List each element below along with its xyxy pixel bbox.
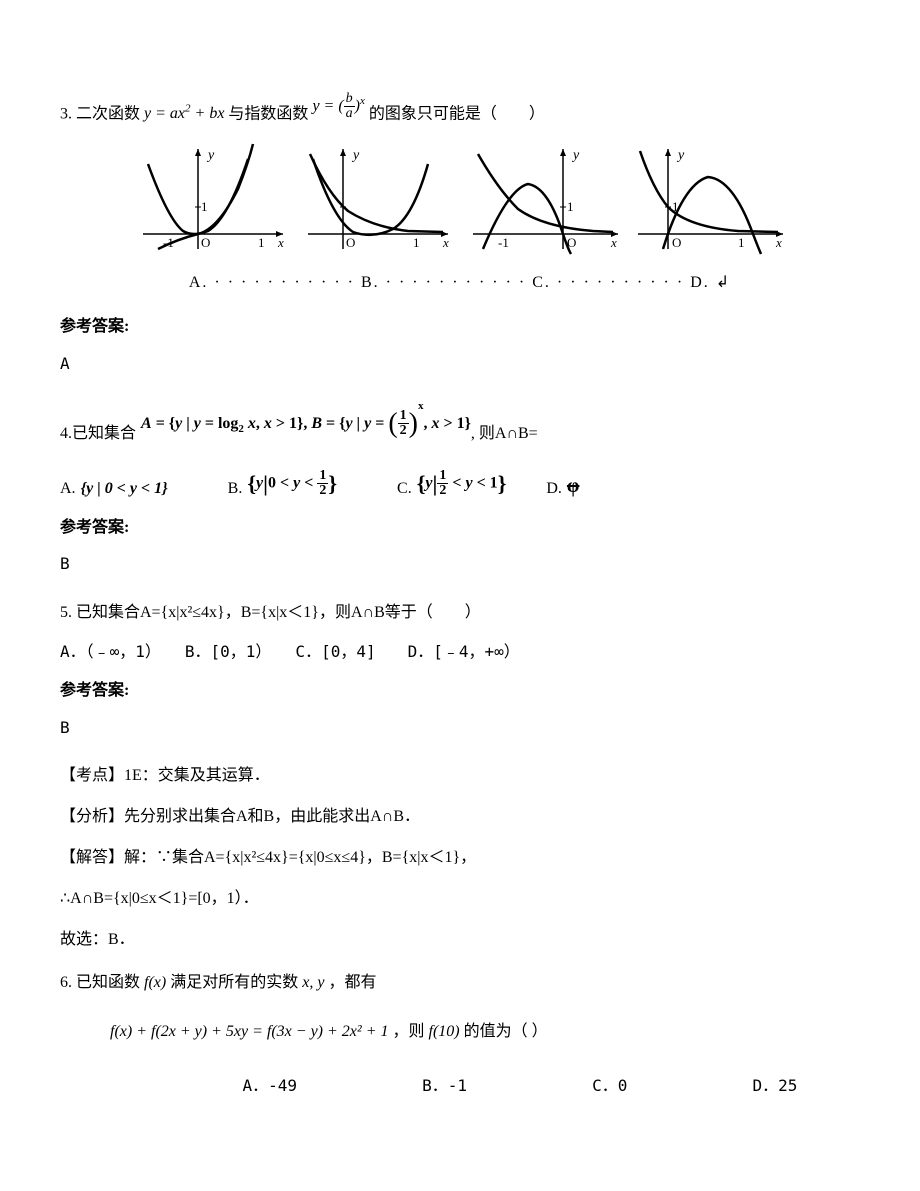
q3-text1: 二次函数 [76, 105, 140, 122]
graph-a: y 1 -1 O 1 x [133, 139, 293, 259]
q5-answer-label: 参考答案: [60, 677, 860, 706]
q4-number: 4. [60, 420, 72, 449]
q3-graph-labels: A. · · · · · · · · · · · B. · · · · · · … [60, 269, 860, 298]
q6-vars: x, y [302, 974, 324, 991]
svg-text:x: x [442, 235, 449, 250]
svg-text:x: x [775, 235, 782, 250]
q6-equation-line: f(x) + f(2x + y) + 5xy = f(3x − y) + 2x²… [60, 1018, 860, 1047]
q3-answer-label: 参考答案: [60, 313, 860, 342]
q3-text: 3. 二次函数 y = ax2 + bx 与指数函数 y = (ba)x 的图象… [60, 100, 860, 129]
q4-opt-b: {y|0 < y < 12} [247, 464, 337, 504]
svg-text:y: y [351, 148, 360, 163]
q4-answer-label: 参考答案: [60, 514, 860, 543]
q6-text1: 已知函数 [76, 974, 140, 991]
q5-exp2: 【分析】先分别求出集合A和B，由此能求出A∩B． [60, 803, 860, 832]
svg-text:x: x [277, 235, 284, 250]
svg-text:1: 1 [738, 235, 745, 250]
q6-opt-c: C．0 [592, 1072, 627, 1101]
q4-text1: 已知集合 [72, 420, 136, 449]
svg-text:O: O [567, 235, 576, 250]
q5-exp3: 【解答】解：∵集合A={x|x²≤4x}={x|0≤x≤4}，B={x|x＜1}… [60, 844, 860, 873]
q5-options: A．（﹣∞，1） B．[0，1） C．[0，4] D．[﹣4，+∞） [60, 638, 860, 667]
svg-text:y: y [676, 148, 685, 163]
q4-options: A. {y | 0 < y < 1} B. {y|0 < y < 12} C. … [60, 464, 860, 504]
q6-number: 6. [60, 974, 72, 991]
question-6: 6. 已知函数 f(x) 满足对所有的实数 x, y ，都有 f(x) + f(… [60, 969, 860, 1100]
q3-answer: A [60, 350, 860, 379]
svg-text:1: 1 [201, 199, 208, 214]
q6-text2: 满足对所有的实数 [170, 974, 298, 991]
q4-opt-a: {y | 0 < y < 1} [81, 475, 168, 504]
svg-text:O: O [346, 235, 355, 250]
svg-text:-1: -1 [163, 235, 174, 250]
q6-f1: f(x) [144, 974, 166, 991]
graph-c: y 1 -1 O x [463, 139, 623, 259]
q6-text-line1: 6. 已知函数 f(x) 满足对所有的实数 x, y ，都有 [60, 969, 860, 998]
q6-text4: ，则 [393, 1023, 425, 1040]
q3-number: 3. [60, 105, 72, 122]
q3-graphs: y 1 -1 O 1 x y O 1 x [60, 139, 860, 259]
q5-text: 5. 已知集合A={x|x²≤4x}，B={x|x＜1}，则A∩B等于（ ） [60, 599, 860, 628]
svg-text:x: x [610, 235, 617, 250]
q4-opt-c: {y|12 < y < 1} [417, 464, 507, 504]
svg-text:y: y [571, 148, 580, 163]
q4-opt-c-label: C. [397, 475, 412, 504]
q4-text: 4. 已知集合 A = {y | y = log2 x, x > 1}, B =… [60, 399, 860, 449]
q6-text5: 的值为（ ） [464, 1023, 548, 1040]
svg-text:1: 1 [567, 199, 574, 214]
question-5: 5. 已知集合A={x|x²≤4x}，B={x|x＜1}，则A∩B等于（ ） A… [60, 599, 860, 954]
q6-f2: f(10) [429, 1023, 460, 1040]
q5-number: 5. [60, 604, 72, 621]
q6-equation: f(x) + f(2x + y) + 5xy = f(3x − y) + 2x²… [110, 1023, 389, 1040]
q5-body: 已知集合A={x|x²≤4x}，B={x|x＜1}，则A∩B等于（ ） [76, 604, 481, 621]
q3-formula2: y = (ba)x [312, 92, 364, 121]
q4-text2: , 则A∩B= [471, 420, 538, 449]
q6-opt-b: B．-1 [422, 1072, 467, 1101]
q5-exp5: 故选：B． [60, 926, 860, 955]
q6-opt-a: A．-49 [243, 1072, 298, 1101]
svg-text:O: O [672, 235, 681, 250]
q5-exp4: ∴A∩B={x|0≤x＜1}=[0，1）． [60, 885, 860, 914]
graph-d: y 1 O 1 x [628, 139, 788, 259]
svg-text:O: O [201, 235, 210, 250]
graph-b: y O 1 x [298, 139, 458, 259]
q6-text3: ，都有 [328, 974, 376, 991]
svg-text:-1: -1 [498, 235, 509, 250]
q3-text2: 与指数函数 [228, 105, 308, 122]
q5-exp1: 【考点】1E：交集及其运算． [60, 762, 860, 791]
svg-text:1: 1 [413, 235, 420, 250]
q4-opt-d: φ [567, 468, 579, 504]
svg-text:1: 1 [672, 199, 679, 214]
q4-opt-b-label: B. [228, 475, 243, 504]
q4-answer: B [60, 550, 860, 579]
question-3: 3. 二次函数 y = ax2 + bx 与指数函数 y = (ba)x 的图象… [60, 100, 860, 379]
svg-text:1: 1 [258, 235, 265, 250]
question-4: 4. 已知集合 A = {y | y = log2 x, x > 1}, B =… [60, 399, 860, 580]
q4-opt-a-label: A. [60, 475, 76, 504]
q4-sets: A = {y | y = log2 x, x > 1}, B = {y | y … [141, 399, 471, 449]
q3-formula1: y = ax2 + bx [144, 105, 228, 122]
svg-text:y: y [206, 148, 215, 163]
q4-opt-d-label: D. [546, 475, 562, 504]
q3-text3: 的图象只可能是（ ） [369, 105, 545, 122]
q6-options: A．-49 B．-1 C．0 D．25 [60, 1072, 860, 1101]
q6-opt-d: D．25 [753, 1072, 798, 1101]
q5-answer: B [60, 714, 860, 743]
